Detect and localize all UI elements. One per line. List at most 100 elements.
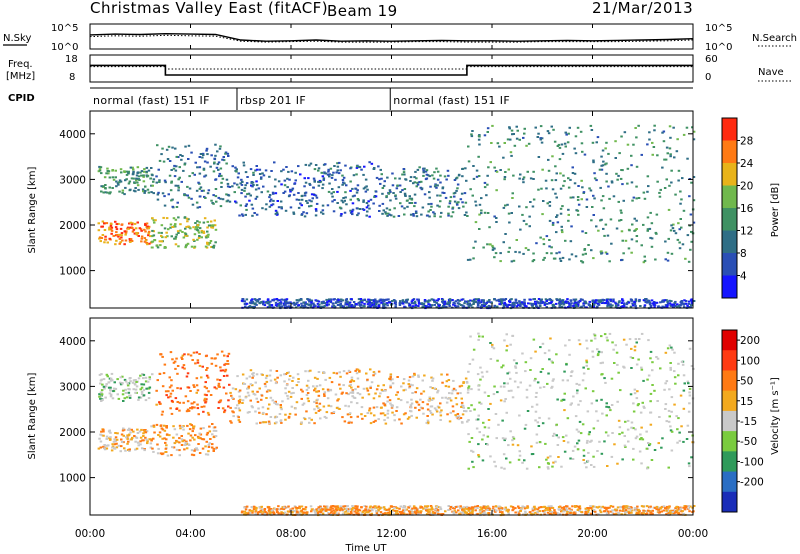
scatter-cell bbox=[252, 508, 256, 511]
scatter-cell bbox=[111, 187, 114, 189]
scatter-cell bbox=[179, 427, 182, 430]
scatter-cell bbox=[558, 299, 561, 302]
scatter-cell bbox=[640, 368, 644, 371]
scatter-cell bbox=[623, 131, 627, 134]
scatter-cell bbox=[390, 510, 394, 513]
scatter-cell bbox=[186, 372, 190, 375]
scatter-cell bbox=[604, 431, 608, 434]
scatter-cell bbox=[327, 390, 330, 393]
scatter-cell bbox=[381, 202, 385, 205]
scatter-cell bbox=[206, 226, 209, 229]
scatter-cell bbox=[196, 361, 200, 364]
scatter-cell bbox=[667, 409, 671, 412]
scatter-cell bbox=[415, 416, 418, 419]
scatter-cell bbox=[192, 426, 195, 428]
freq-label: Freq. bbox=[8, 59, 33, 70]
scatter-cell bbox=[149, 235, 152, 238]
noise-sky-series bbox=[89, 32, 694, 42]
scatter-cell bbox=[301, 194, 304, 197]
scatter-cell bbox=[231, 387, 235, 390]
scatter-cell bbox=[448, 392, 451, 395]
scatter-cell bbox=[131, 227, 134, 229]
scatter-cell bbox=[326, 204, 330, 207]
scatter-cell bbox=[178, 409, 181, 412]
scatter-cell bbox=[640, 512, 644, 515]
scatter-cell bbox=[192, 351, 196, 354]
scatter-cell bbox=[635, 219, 638, 222]
scatter-cell bbox=[353, 194, 356, 197]
scatter-cell bbox=[179, 229, 182, 232]
scatter-cell bbox=[456, 302, 460, 305]
scatter-cell bbox=[518, 205, 521, 208]
scatter-cell bbox=[575, 302, 579, 305]
scatter-cell bbox=[254, 188, 258, 191]
scatter-cell bbox=[262, 421, 265, 424]
scatter-cell bbox=[637, 403, 640, 405]
scatter-cell bbox=[307, 298, 310, 301]
scatter-cell bbox=[477, 135, 481, 137]
scatter-cell bbox=[323, 172, 326, 175]
scatter-cell bbox=[100, 400, 103, 402]
scatter-cell bbox=[504, 304, 507, 307]
scatter-cell bbox=[561, 231, 564, 234]
scatter-cell bbox=[444, 196, 448, 199]
scatter-cell bbox=[200, 236, 203, 239]
scatter-cell bbox=[349, 380, 353, 383]
scatter-cell bbox=[662, 140, 666, 143]
scatter-cell bbox=[464, 377, 468, 380]
scatter-cell bbox=[360, 168, 363, 171]
scatter-cell bbox=[161, 453, 164, 456]
scatter-cell bbox=[213, 161, 216, 164]
scatter-cell bbox=[176, 387, 179, 390]
scatter-cell bbox=[302, 417, 306, 419]
scatter-cell bbox=[255, 195, 259, 198]
scatter-cell bbox=[620, 230, 624, 233]
scatter-cell bbox=[461, 413, 465, 416]
scatter-cell bbox=[300, 421, 303, 424]
scatter-cell bbox=[295, 401, 299, 404]
scatter-cell bbox=[177, 216, 180, 219]
scatter-cell bbox=[525, 206, 528, 209]
scatter-cell bbox=[389, 191, 392, 193]
scatter-cell bbox=[451, 405, 455, 408]
scatter-cell bbox=[144, 185, 147, 188]
scatter-cell bbox=[375, 512, 379, 515]
scatter-cell bbox=[603, 333, 607, 336]
scatter-cell bbox=[553, 257, 557, 260]
scatter-cell bbox=[152, 192, 155, 195]
scatter-cell bbox=[582, 304, 585, 307]
scatter-cell bbox=[478, 401, 481, 404]
scatter-cell bbox=[596, 419, 600, 422]
power-scatter bbox=[97, 124, 696, 310]
scatter-cell bbox=[332, 171, 335, 174]
scatter-cell bbox=[180, 438, 184, 441]
scatter-cell bbox=[597, 513, 600, 516]
scatter-cell bbox=[392, 192, 395, 194]
scatter-cell bbox=[664, 158, 668, 161]
scatter-cell bbox=[649, 236, 652, 239]
scatter-cell bbox=[194, 226, 198, 229]
scatter-cell bbox=[133, 222, 137, 225]
scatter-cell bbox=[456, 392, 459, 395]
scatter-cell bbox=[131, 173, 135, 176]
scatter-cell bbox=[237, 172, 240, 175]
scatter-cell bbox=[293, 303, 296, 306]
scatter-cell bbox=[662, 130, 666, 133]
scatter-cell bbox=[205, 387, 208, 390]
scatter-cell bbox=[543, 506, 547, 509]
scatter-cell bbox=[287, 170, 290, 173]
scatter-cell bbox=[349, 507, 352, 510]
scatter-cell bbox=[121, 191, 124, 194]
scatter-cell bbox=[291, 187, 295, 190]
scatter-cell bbox=[587, 367, 590, 370]
scatter-cell bbox=[362, 509, 366, 512]
scatter-cell bbox=[143, 449, 146, 452]
scatter-cell bbox=[135, 436, 139, 439]
scatter-cell bbox=[666, 300, 669, 303]
scatter-cell bbox=[260, 394, 264, 397]
scatter-cell bbox=[367, 305, 370, 308]
scatter-cell bbox=[493, 385, 496, 388]
scatter-cell bbox=[465, 505, 469, 508]
